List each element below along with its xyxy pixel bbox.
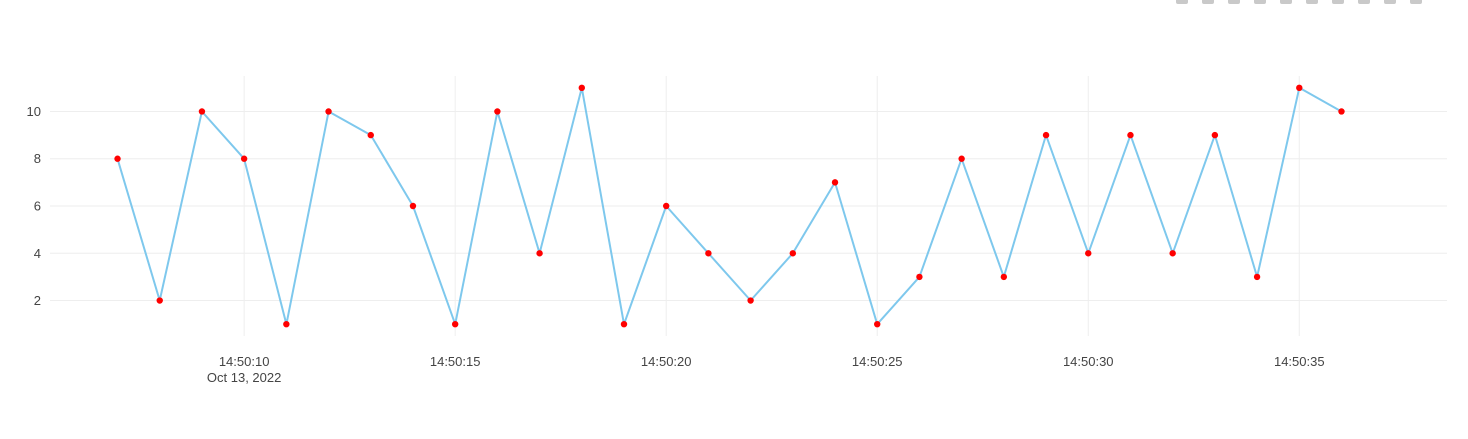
data-point [1001,274,1007,280]
data-point [494,108,500,114]
data-point [1254,274,1260,280]
data-point [325,108,331,114]
y-tick-label: 10 [27,104,41,119]
data-point [1212,132,1218,138]
zoom-in-icon[interactable] [1306,0,1318,4]
x-tick-label: 14:50:35 [1274,354,1325,369]
data-point [1085,250,1091,256]
data-point [705,250,711,256]
plotly-logo-icon[interactable] [1410,0,1422,4]
x-tick-label: 14:50:20 [641,354,692,369]
data-point [790,250,796,256]
data-point [832,179,838,185]
data-point [663,203,669,209]
data-point [579,85,585,91]
data-point [1169,250,1175,256]
x-tick-label: 14:50:15 [430,354,481,369]
data-point [1127,132,1133,138]
x-tick-label: 14:50:30 [1063,354,1114,369]
y-tick-label: 6 [34,199,41,214]
data-point [536,250,542,256]
data-point [368,132,374,138]
x-tick-label: 14:50:10 [219,354,270,369]
y-axis-ticks: 2 4 6 8 10 [27,104,41,308]
box-select-icon[interactable] [1254,0,1266,4]
y-tick-label: 8 [34,151,41,166]
y-tick-label: 2 [34,293,41,308]
data-point [958,156,964,162]
x-tick-date-label: Oct 13, 2022 [207,370,281,385]
data-point [114,156,120,162]
lasso-icon[interactable] [1280,0,1292,4]
autoscale-icon[interactable] [1358,0,1370,4]
modebar[interactable] [1168,0,1468,6]
data-point [410,203,416,209]
zoom-out-icon[interactable] [1332,0,1344,4]
zoom-icon[interactable] [1202,0,1214,4]
data-point [1296,85,1302,91]
data-point [283,321,289,327]
data-point [874,321,880,327]
x-tick-label: 14:50:25 [852,354,903,369]
data-point [241,156,247,162]
data-point [157,297,163,303]
data-point [621,321,627,327]
data-point [1043,132,1049,138]
data-point [916,274,922,280]
reset-axes-icon[interactable] [1384,0,1396,4]
data-point [452,321,458,327]
data-point [199,108,205,114]
y-tick-label: 4 [34,246,41,261]
data-point [747,297,753,303]
pan-icon[interactable] [1228,0,1240,4]
data-point [1338,108,1344,114]
camera-icon[interactable] [1176,0,1188,4]
